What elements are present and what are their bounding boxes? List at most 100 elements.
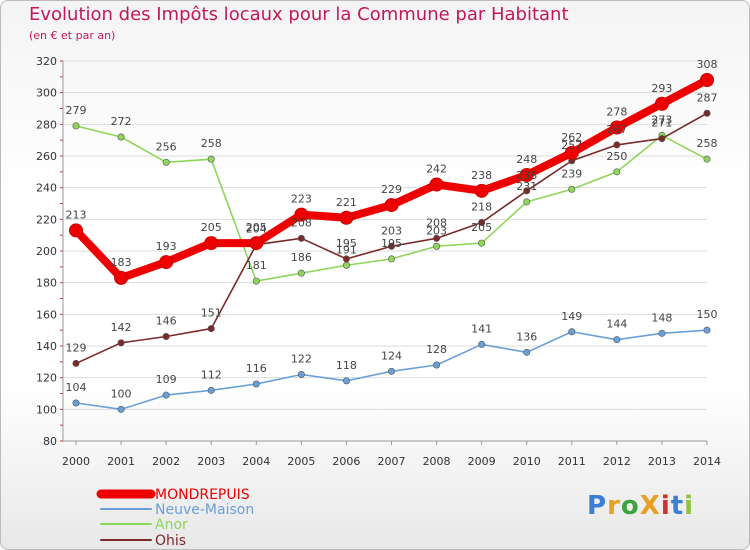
data-label: 195	[381, 237, 402, 250]
data-point	[523, 348, 531, 356]
data-point	[658, 329, 666, 337]
data-point	[297, 370, 305, 378]
y-tick-label: 320	[36, 55, 57, 68]
data-label: 183	[111, 256, 132, 269]
y-tick-label: 180	[36, 277, 57, 290]
y-tick-label: 220	[36, 213, 57, 226]
legend-label: Ohis	[155, 533, 186, 549]
data-label: 104	[66, 381, 87, 394]
data-label: 116	[246, 362, 267, 375]
data-point	[342, 377, 350, 385]
data-point	[117, 133, 125, 141]
data-label: 203	[381, 224, 402, 237]
data-point	[387, 242, 395, 250]
data-label: 148	[651, 311, 672, 324]
x-tick-label: 2012	[603, 455, 631, 468]
data-point	[568, 328, 576, 336]
data-label: 271	[651, 117, 672, 130]
x-tick-label: 2008	[423, 455, 451, 468]
data-point	[207, 325, 215, 333]
data-label: 142	[111, 321, 132, 334]
data-label: 287	[697, 91, 718, 104]
data-point	[474, 183, 489, 198]
data-point	[72, 399, 80, 407]
data-label: 100	[111, 387, 132, 400]
data-label: 231	[516, 180, 537, 193]
y-tick-label: 280	[36, 118, 57, 131]
data-label: 238	[516, 169, 537, 182]
data-label: 129	[66, 341, 87, 354]
data-label: 118	[336, 359, 357, 372]
data-label: 141	[471, 322, 492, 335]
data-point	[613, 336, 621, 344]
data-label: 181	[246, 259, 267, 272]
data-label: 267	[606, 123, 627, 136]
data-point	[658, 135, 666, 143]
data-label: 124	[381, 349, 402, 362]
data-label: 136	[516, 330, 537, 343]
data-point	[72, 122, 80, 130]
data-point	[207, 386, 215, 394]
data-point	[654, 96, 669, 111]
y-tick-label: 260	[36, 150, 57, 163]
data-point	[117, 405, 125, 413]
data-label: 208	[426, 216, 447, 229]
x-tick-label: 2004	[242, 455, 270, 468]
data-label: 238	[471, 169, 492, 182]
data-label: 128	[426, 343, 447, 356]
data-point	[433, 242, 441, 250]
data-label: 308	[697, 58, 718, 71]
data-point	[523, 198, 531, 206]
data-label: 144	[606, 318, 627, 331]
logo-letter: o	[620, 491, 640, 521]
data-point	[294, 207, 309, 222]
data-label: 203	[426, 224, 447, 237]
data-point	[568, 185, 576, 193]
data-label: 205	[201, 221, 222, 234]
y-tick-label: 80	[43, 435, 57, 448]
data-point	[433, 361, 441, 369]
data-point	[703, 155, 711, 163]
data-point	[162, 332, 170, 340]
x-tick-label: 2005	[287, 455, 315, 468]
data-point	[387, 367, 395, 375]
data-point	[297, 269, 305, 277]
data-label: 205	[471, 221, 492, 234]
data-point	[252, 277, 260, 285]
data-label: 193	[156, 240, 177, 253]
data-point	[207, 155, 215, 163]
x-tick-label: 2002	[152, 455, 180, 468]
logo-letter: X	[639, 491, 661, 521]
x-tick-label: 2000	[62, 455, 90, 468]
data-label: 273	[651, 113, 672, 126]
data-label: 149	[561, 310, 582, 323]
data-label: 112	[201, 368, 222, 381]
x-tick-label: 2007	[378, 455, 406, 468]
x-tick-label: 2006	[332, 455, 360, 468]
x-tick-label: 2010	[513, 455, 541, 468]
legend-label: Anor	[155, 517, 188, 533]
logo-letter: i	[660, 491, 671, 521]
data-label: 208	[291, 216, 312, 229]
data-label: 278	[606, 106, 627, 119]
x-tick-label: 2014	[693, 455, 721, 468]
data-point	[613, 168, 621, 176]
data-label: 256	[156, 140, 177, 153]
data-point	[162, 158, 170, 166]
data-point	[519, 168, 534, 182]
data-point	[342, 255, 350, 263]
data-point	[117, 339, 125, 347]
logo-letter: r	[607, 491, 621, 521]
data-label: 239	[561, 167, 582, 180]
data-point	[249, 236, 264, 251]
x-tick-label: 2003	[197, 455, 225, 468]
data-label: 221	[336, 196, 357, 209]
data-label: 191	[336, 243, 357, 256]
data-point	[609, 120, 624, 135]
x-tick-label: 2009	[468, 455, 496, 468]
data-point	[387, 255, 395, 263]
data-label: 262	[561, 131, 582, 144]
data-label: 195	[336, 237, 357, 250]
